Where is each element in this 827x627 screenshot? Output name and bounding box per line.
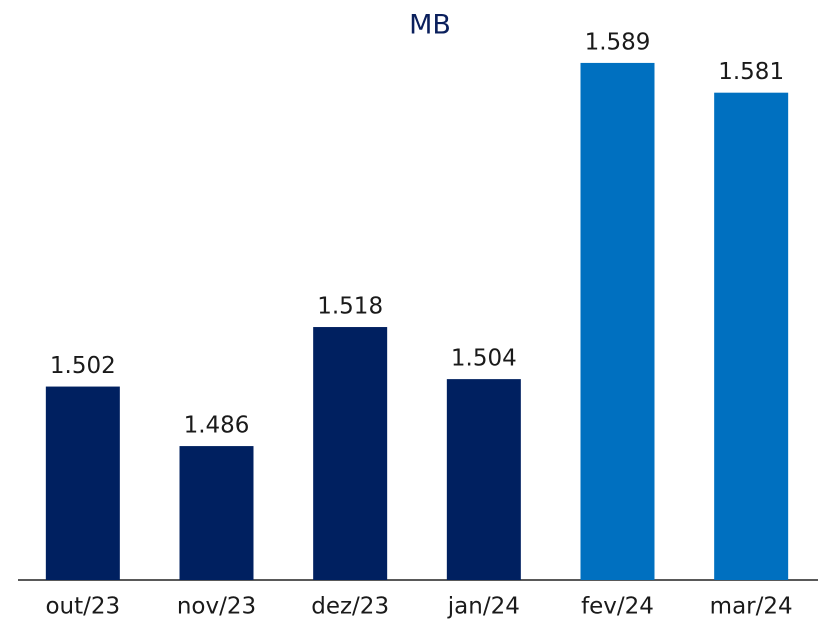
value-label: 1.589: [585, 29, 651, 55]
bar: [714, 92, 789, 581]
x-tick-label: dez/23: [311, 594, 389, 620]
x-tick-label: nov/23: [177, 594, 256, 620]
value-label: 1.518: [317, 294, 383, 320]
value-label: 1.581: [718, 59, 784, 85]
bar: [313, 327, 388, 580]
x-tick-label: out/23: [45, 594, 120, 620]
value-label: 1.504: [451, 346, 517, 372]
value-label: 1.486: [184, 413, 250, 439]
x-tick-label: fev/24: [581, 594, 654, 620]
chart-title: MB: [409, 10, 451, 41]
bar: [446, 379, 521, 580]
x-tick-label: mar/24: [710, 594, 793, 620]
bar: [45, 386, 120, 580]
value-label: 1.502: [50, 353, 116, 379]
bar: [179, 446, 254, 580]
x-tick-label: jan/24: [447, 594, 520, 620]
bar: [580, 62, 655, 581]
